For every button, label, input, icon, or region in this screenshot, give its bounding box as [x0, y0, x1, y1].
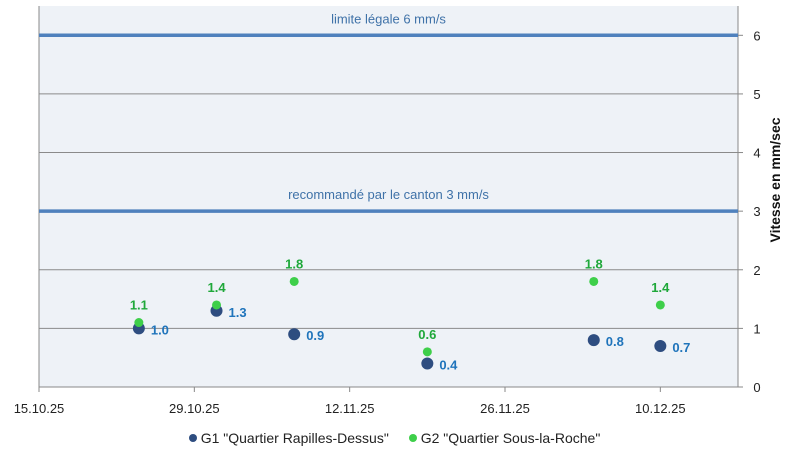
y-tick-label: 1	[753, 321, 760, 336]
data-label: 0.6	[418, 327, 436, 342]
reference-line-label: recommandé par le canton 3 mm/s	[288, 187, 489, 202]
data-point	[655, 300, 665, 310]
data-label: 1.4	[651, 280, 670, 295]
data-label: 1.1	[130, 298, 148, 313]
data-point	[212, 300, 222, 310]
plot-area	[39, 6, 738, 387]
legend-marker-g1	[188, 434, 197, 442]
legend-label-g2: G2 "Quartier Sous-la-Roche"	[420, 430, 601, 446]
data-label: 1.4	[207, 280, 226, 295]
y-tick-label: 4	[753, 146, 760, 161]
x-tick-label: 15.10.25	[14, 401, 65, 416]
data-point	[422, 347, 432, 357]
legend: G1 "Quartier Rapilles-Dessus" G2 "Quarti…	[0, 430, 789, 446]
data-point	[421, 357, 434, 370]
data-point	[134, 318, 144, 328]
y-tick-label: 2	[753, 263, 760, 278]
x-tick-label: 10.12.25	[635, 401, 686, 416]
legend-marker-g2	[408, 434, 417, 442]
data-point	[289, 276, 299, 286]
legend-item-g2: G2 "Quartier Sous-la-Roche"	[408, 430, 601, 446]
data-label: 0.4	[439, 358, 458, 373]
data-point	[589, 276, 599, 286]
y-axis-title: Vitesse en mm/sec	[767, 117, 783, 242]
data-label: 1.3	[229, 305, 247, 320]
legend-label-g1: G1 "Quartier Rapilles-Dessus"	[200, 430, 389, 446]
data-label: 0.7	[672, 340, 690, 355]
data-label: 1.8	[285, 256, 303, 271]
data-point	[654, 339, 667, 352]
x-tick-label: 29.10.25	[169, 401, 220, 416]
data-label: 1.0	[151, 322, 169, 337]
data-label: 0.8	[606, 334, 624, 349]
legend-item-g1: G1 "Quartier Rapilles-Dessus"	[188, 430, 389, 446]
x-tick-label: 12.11.25	[325, 401, 375, 416]
y-tick-label: 5	[753, 87, 760, 102]
y-tick-label: 0	[753, 380, 760, 395]
reference-line-label: limite légale 6 mm/s	[331, 11, 446, 26]
y-tick-label: 6	[753, 28, 760, 43]
x-tick-label: 26.11.25	[480, 401, 530, 416]
data-label: 1.8	[585, 256, 603, 271]
y-tick-label: 3	[753, 204, 760, 219]
data-point	[288, 328, 301, 341]
data-label: 0.9	[306, 328, 324, 343]
data-point	[587, 334, 600, 347]
